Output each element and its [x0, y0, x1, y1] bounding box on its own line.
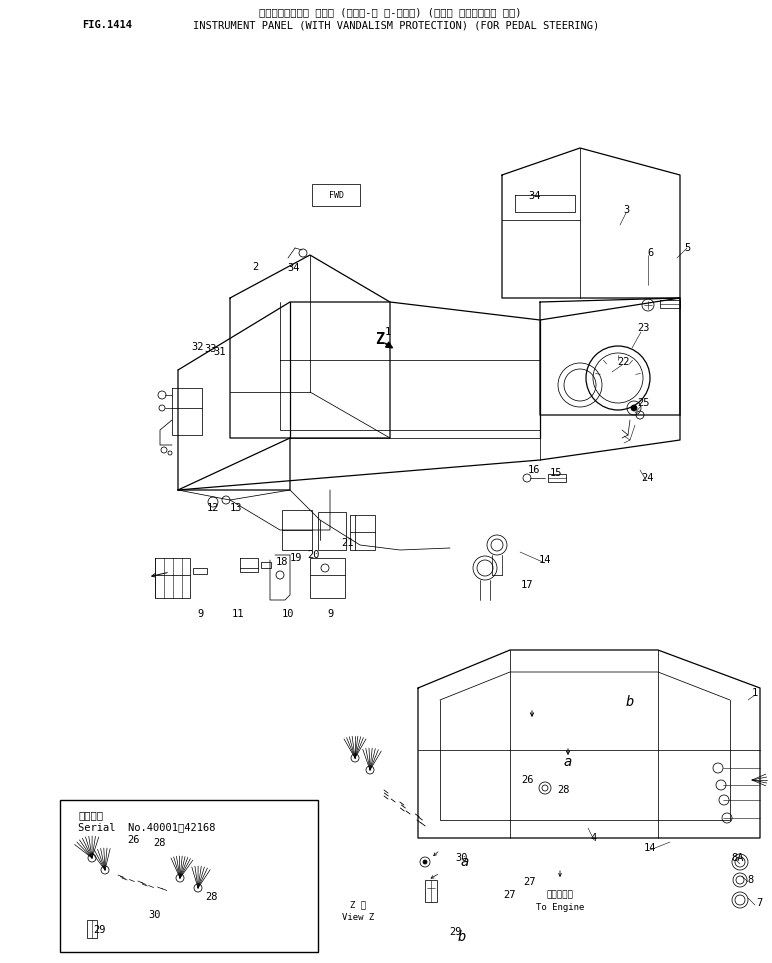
Text: To Engine: To Engine [536, 902, 584, 912]
Bar [261, 562, 271, 568]
Text: 23: 23 [637, 323, 649, 333]
Text: 3: 3 [623, 205, 629, 215]
Text: 33: 33 [205, 344, 217, 354]
Text: Z: Z [375, 332, 384, 348]
Text: FIG.1414: FIG.1414 [82, 20, 132, 30]
Text: 29: 29 [449, 927, 461, 937]
Text: 26: 26 [127, 835, 139, 845]
Text: 14: 14 [644, 843, 656, 853]
Text: 27: 27 [504, 890, 516, 900]
Bar [350, 515, 375, 550]
Text: 34: 34 [288, 263, 300, 273]
Text: a: a [461, 855, 469, 869]
Text: 5: 5 [684, 243, 690, 253]
Text: INSTRUMENT PANEL (WITH VANDALISM PROTECTION) (FOR PEDAL STEERING): INSTRUMENT PANEL (WITH VANDALISM PROTECT… [193, 20, 599, 30]
Circle shape [423, 860, 427, 864]
Text: 26: 26 [521, 775, 533, 785]
Bar [310, 558, 345, 598]
Text: 8: 8 [747, 875, 753, 885]
Text: インスツルメント パネル (イタズ-ラ ボ-ルスル) (ペダル ステアリング ヨウ): インスツルメント パネル (イタズ-ラ ボ-ルスル) (ペダル ステアリング ヨ… [259, 7, 521, 17]
Text: 17: 17 [521, 580, 533, 590]
Text: 15: 15 [550, 468, 562, 478]
Text: 19: 19 [290, 553, 303, 563]
Text: 21: 21 [340, 538, 354, 548]
Bar [60, 800, 318, 952]
Circle shape [631, 405, 637, 411]
Text: b: b [458, 930, 466, 944]
Text: 1: 1 [752, 688, 758, 698]
Bar [660, 300, 680, 308]
Text: View Z: View Z [342, 913, 374, 922]
Text: 24: 24 [642, 473, 654, 483]
Text: 6: 6 [647, 248, 653, 258]
Text: Z 拡: Z 拡 [350, 900, 366, 909]
Bar [87, 920, 97, 938]
Text: FWD: FWD [329, 191, 344, 199]
Text: 4: 4 [591, 833, 597, 843]
Text: 9: 9 [197, 609, 203, 619]
Bar [318, 512, 346, 550]
Bar [425, 880, 437, 902]
Text: 適用号機: 適用号機 [78, 810, 103, 820]
Text: 32: 32 [191, 342, 205, 352]
Text: 9: 9 [327, 609, 334, 619]
Text: 20: 20 [306, 550, 320, 560]
Text: a: a [564, 755, 572, 769]
Text: 1: 1 [385, 327, 391, 337]
Bar [193, 568, 207, 574]
Text: 31: 31 [214, 347, 226, 357]
Text: 2: 2 [252, 262, 258, 272]
Text: 30: 30 [455, 853, 469, 863]
Text: b: b [626, 695, 634, 709]
Text: 28: 28 [206, 892, 218, 902]
Text: 27: 27 [523, 877, 537, 887]
Text: 7: 7 [756, 898, 762, 908]
Text: 10: 10 [282, 609, 294, 619]
Text: 8A: 8A [732, 853, 744, 863]
Text: 18: 18 [276, 557, 288, 567]
Text: 25: 25 [637, 398, 649, 408]
Text: 14: 14 [539, 555, 551, 565]
Text: 30: 30 [149, 910, 161, 920]
Bar [548, 474, 566, 482]
Bar [282, 510, 312, 550]
Text: 29: 29 [93, 925, 107, 935]
Text: 16: 16 [528, 465, 540, 475]
Bar [312, 184, 360, 206]
Text: 13: 13 [230, 503, 242, 513]
Text: 34: 34 [529, 191, 541, 201]
Text: 28: 28 [557, 785, 569, 795]
Text: 12: 12 [207, 503, 219, 513]
Text: エンジンへ: エンジンへ [547, 891, 574, 899]
Text: 22: 22 [618, 357, 630, 367]
Text: 28: 28 [154, 838, 166, 848]
Text: 11: 11 [232, 609, 244, 619]
Text: Serial  No.40001～42168: Serial No.40001～42168 [78, 822, 215, 832]
